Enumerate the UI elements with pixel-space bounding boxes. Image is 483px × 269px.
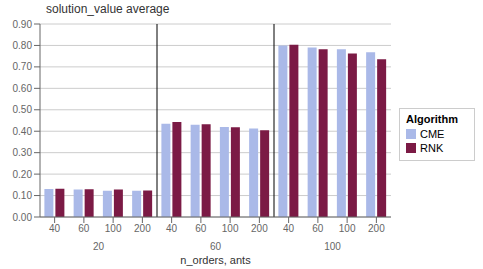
svg-text:0.30: 0.30	[13, 147, 33, 158]
svg-text:100: 100	[105, 223, 122, 234]
html-text:Algorithm: Algorithm	[406, 113, 458, 125]
html-text:n_orders, ants: n_orders, ants	[180, 254, 251, 266]
svg-text:0.70: 0.70	[13, 61, 33, 72]
svg-text:60: 60	[78, 223, 90, 234]
html-text:RNK: RNK	[420, 142, 444, 154]
svg-text:0.20: 0.20	[13, 169, 33, 180]
html-text:solution_value average: solution_value average	[46, 2, 170, 16]
svg-text:0.50: 0.50	[13, 104, 33, 115]
svg-text:100: 100	[324, 241, 341, 251]
svg-text:20: 20	[93, 241, 105, 251]
svg-text:100: 100	[339, 223, 356, 234]
svg-text:0.60: 0.60	[13, 83, 33, 94]
svg-text:0.90: 0.90	[13, 19, 33, 30]
html-text:CME: CME	[420, 128, 445, 140]
svg-text:60: 60	[210, 241, 222, 251]
svg-text:200: 200	[251, 223, 268, 234]
svg-text:40: 40	[49, 223, 61, 234]
svg-text:0.00: 0.00	[13, 212, 33, 223]
svg-text:0.80: 0.80	[13, 40, 33, 51]
svg-text:40: 40	[283, 223, 295, 234]
svg-text:60: 60	[312, 223, 324, 234]
svg-text:0.40: 0.40	[13, 126, 33, 137]
svg-text:100: 100	[222, 223, 239, 234]
svg-text:200: 200	[134, 223, 151, 234]
svg-text:0.10: 0.10	[13, 190, 33, 201]
svg-text:60: 60	[195, 223, 207, 234]
svg-text:200: 200	[368, 223, 385, 234]
svg-text:40: 40	[166, 223, 178, 234]
